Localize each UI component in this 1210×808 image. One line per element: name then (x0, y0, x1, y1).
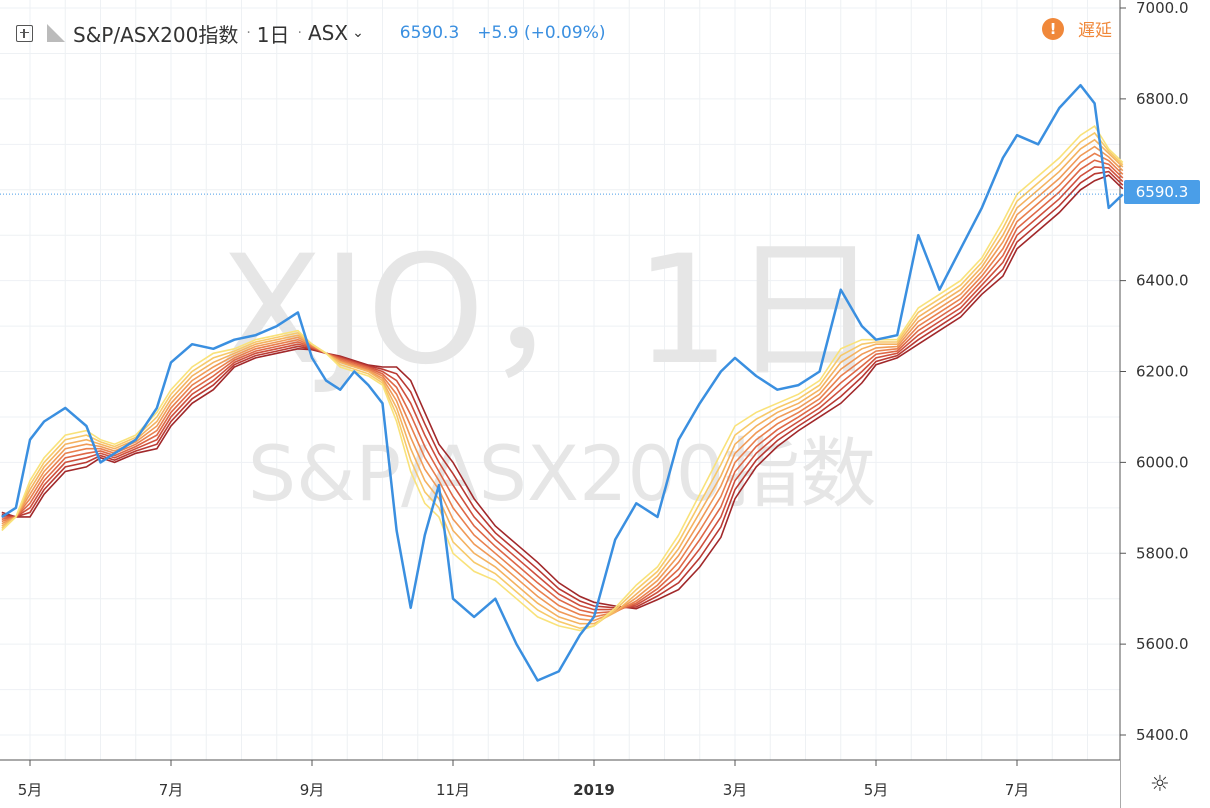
watermark-line1: XJO，1日 (220, 224, 881, 398)
last-price: 6590.3 (399, 23, 460, 43)
symbol-flag-icon (47, 24, 65, 42)
y-tick-label: 6000.0 (1136, 453, 1189, 471)
chart-header: S&P/ASX200指数 · 1日 · ASX ⌄ 6590.3 +5.9 (+… (16, 16, 605, 50)
exchange-label[interactable]: ASX (307, 21, 349, 45)
y-tick-label: 6400.0 (1136, 272, 1189, 290)
y-tick-label: 6800.0 (1136, 90, 1189, 108)
x-tick-label: 5月 (864, 781, 889, 799)
y-tick-label: 5600.0 (1136, 635, 1189, 653)
y-axis-panel (1120, 0, 1210, 808)
ma-series-line (1, 138, 1124, 625)
ma-series-line (1, 159, 1124, 615)
separator-dot: · (297, 25, 302, 41)
y-tick-label: 6200.0 (1136, 363, 1189, 381)
y-tick-label: 5400.0 (1136, 726, 1189, 744)
ma-series-line (1, 174, 1124, 610)
price-series-line (1, 83, 1124, 682)
interval-label[interactable]: 1日 (256, 22, 290, 47)
x-tick-label: 7月 (1005, 781, 1030, 799)
settings-gear-icon[interactable]: ☼ (1150, 772, 1170, 797)
ma-series-line (1, 131, 1124, 630)
ma-series-line (1, 170, 1124, 609)
add-symbol-button[interactable] (16, 24, 33, 42)
x-tick-label: 3月 (723, 781, 748, 799)
watermark-line2: S&P/ASX200指数 (248, 429, 876, 518)
separator-dot: · (246, 25, 251, 41)
ma-series-line (1, 145, 1124, 622)
x-tick-label: 2019 (573, 781, 615, 799)
x-tick-label: 5月 (18, 781, 43, 799)
y-tick-label: 5800.0 (1136, 544, 1189, 562)
chevron-down-icon[interactable]: ⌄ (352, 25, 364, 41)
ma-series-line (1, 124, 1124, 632)
delay-label: 遅延 (1078, 21, 1112, 41)
x-tick-label: 9月 (300, 781, 325, 799)
x-tick-label: 7月 (159, 781, 184, 799)
price-change: +5.9 (+0.09%) (477, 23, 606, 43)
warning-icon: ! (1042, 17, 1064, 40)
ma-series-line (1, 166, 1124, 611)
x-tick-label: 11月 (436, 781, 470, 799)
ma-series-line (1, 152, 1124, 618)
y-tick-label: 7000.0 (1136, 0, 1189, 17)
symbol-name[interactable]: S&P/ASX200指数 (73, 22, 239, 47)
x-axis-panel (0, 760, 1120, 808)
delay-indicator[interactable]: ! 遅延 (1042, 16, 1112, 41)
last-price-tag: 6590.3 (1124, 180, 1200, 204)
